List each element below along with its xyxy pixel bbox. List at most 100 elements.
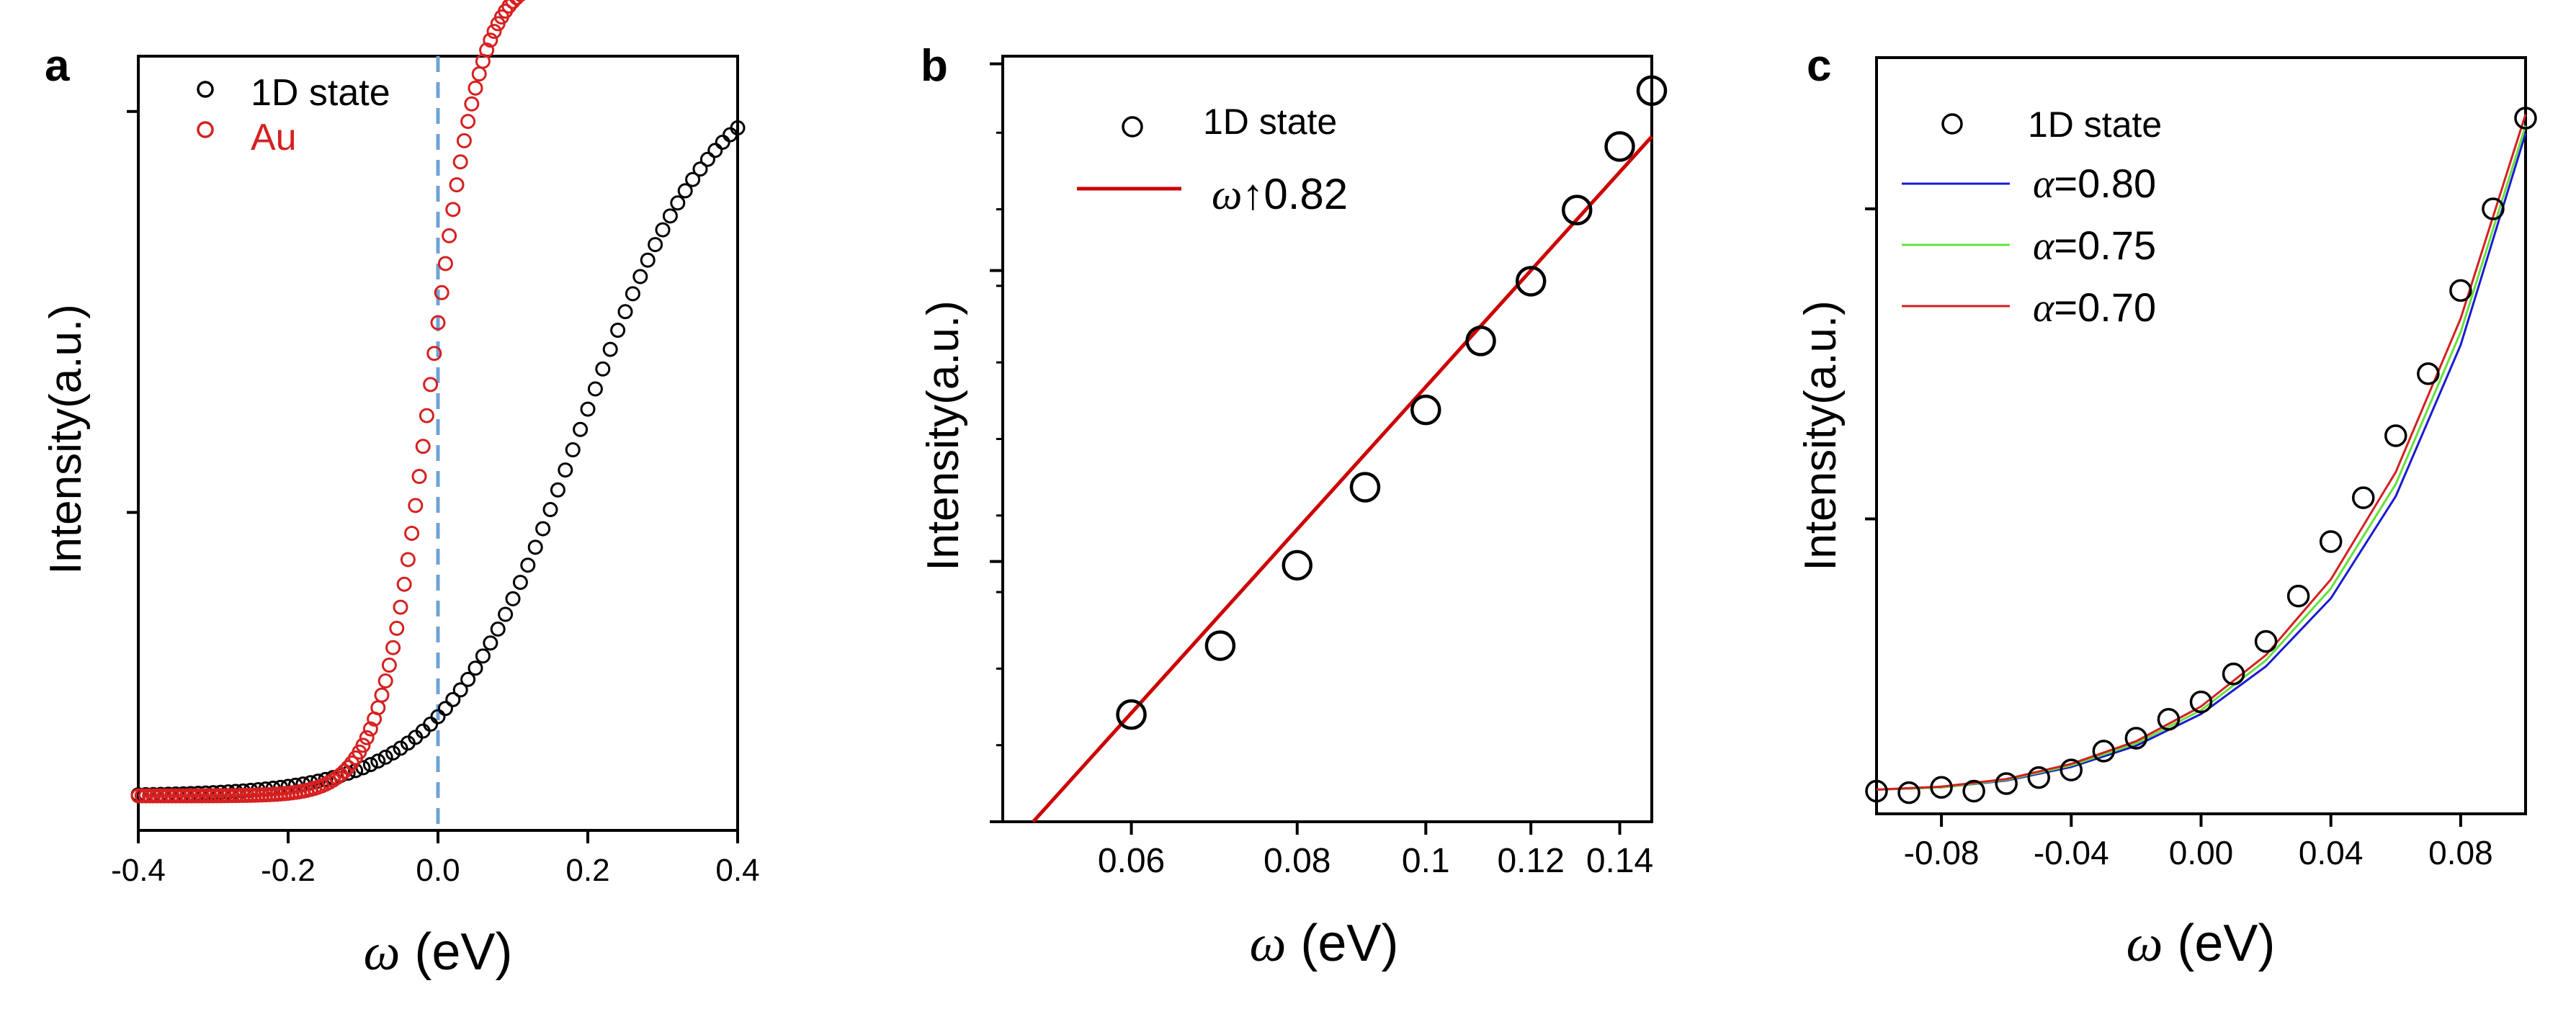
- x-tick-label: 0.2: [565, 853, 609, 888]
- data-point: [434, 284, 450, 300]
- x-tick-label: 0.1: [1402, 842, 1450, 880]
- data-point: [479, 42, 495, 58]
- panel-b-x-axis-label: ω (eV): [1250, 915, 1399, 972]
- data-point: [374, 687, 390, 703]
- data-point: [445, 691, 461, 707]
- data-point: [1995, 772, 2018, 795]
- data-point: [685, 171, 701, 187]
- x-tick-label: 0.0: [416, 853, 460, 888]
- data-point: [362, 757, 378, 773]
- data-point: [486, 24, 502, 40]
- data-point: [377, 673, 393, 689]
- data-point: [1116, 699, 1147, 730]
- data-point: [483, 635, 498, 651]
- legend-b-1d-label: 1D state: [1203, 102, 1337, 142]
- data-point: [1962, 779, 1985, 803]
- data-point: [362, 721, 378, 737]
- data-point: [426, 346, 442, 362]
- data-point: [468, 660, 483, 676]
- panel-a-x-axis-label: ω (eV): [364, 923, 513, 981]
- data-point: [389, 620, 405, 636]
- data-point: [2124, 727, 2148, 750]
- data-point: [625, 286, 640, 302]
- data-point: [423, 377, 439, 393]
- data-point: [1410, 394, 1441, 426]
- legend-b-fit-label: ω↑0.82: [1212, 170, 1348, 218]
- x-tick-label: -0.04: [2034, 834, 2109, 871]
- data-point: [2482, 197, 2505, 220]
- data-point: [452, 154, 468, 170]
- x-tick-label: -0.2: [261, 853, 316, 888]
- panel-a-data: [130, 0, 746, 830]
- data-point: [2514, 107, 2537, 130]
- data-point: [1865, 779, 1888, 803]
- data-point: [340, 760, 356, 776]
- x-tick-label: 0.12: [1497, 842, 1564, 880]
- fit-curve-070: [1876, 114, 2527, 791]
- data-point: [2157, 708, 2181, 731]
- data-point: [437, 701, 453, 717]
- x-tick-label: 0.06: [1098, 842, 1165, 880]
- data-point: [1204, 630, 1236, 661]
- panel-letter-b: b: [921, 41, 948, 91]
- panel-letter-a: a: [45, 41, 70, 91]
- data-point: [2254, 629, 2278, 653]
- data-point: [1897, 781, 1920, 804]
- data-point: [437, 256, 453, 272]
- data-point: [730, 120, 746, 136]
- data-point: [1930, 776, 1953, 799]
- data-point: [442, 228, 457, 243]
- data-point: [393, 740, 408, 756]
- data-point: [449, 177, 465, 193]
- x-tick-label: 0.08: [2428, 834, 2493, 871]
- data-point: [505, 591, 521, 606]
- data-point: [404, 525, 420, 541]
- panel-b-data: [1032, 75, 1668, 823]
- panel-a: a -0.4 -0.2 0.0 0.2 0.4 1D state Au ω (eV) I…: [41, 0, 760, 981]
- x-tick-label: 0.08: [1264, 842, 1331, 880]
- data-point: [2449, 279, 2472, 302]
- data-point: [464, 96, 480, 112]
- x-tick-label: 0.00: [2169, 834, 2234, 871]
- legend-c-alpha075-label: α=0.75: [2033, 223, 2156, 269]
- data-point: [456, 133, 472, 148]
- data-point: [396, 576, 412, 592]
- data-point: [2417, 362, 2440, 385]
- data-point: [699, 151, 715, 167]
- legend-c-alpha070-label: α=0.70: [2033, 284, 2156, 331]
- series-au: [130, 0, 526, 804]
- data-point: [1349, 472, 1381, 503]
- data-point: [460, 671, 476, 687]
- data-point: [460, 114, 476, 130]
- data-point: [2286, 584, 2310, 608]
- data-point: [498, 606, 514, 622]
- data-point: [1636, 75, 1668, 107]
- legend-c-1d-marker: [1941, 113, 1963, 135]
- data-point: [2352, 486, 2375, 509]
- data-point: [632, 269, 648, 284]
- data-point: [336, 763, 352, 779]
- legend-c-alpha080-label: α=0.80: [2033, 161, 2156, 207]
- data-point: [565, 442, 581, 458]
- data-point: [483, 32, 498, 48]
- data-point: [430, 709, 446, 725]
- legend-a-1d-label: 1D state: [251, 72, 390, 114]
- x-tick-label: -0.4: [111, 853, 166, 888]
- data-point: [411, 469, 427, 485]
- data-point: [2222, 663, 2245, 686]
- data-point: [587, 381, 603, 397]
- data-point: [640, 252, 656, 268]
- data-point: [471, 66, 487, 82]
- data-point: [1282, 550, 1312, 581]
- data-point: [355, 737, 371, 753]
- data-point: [385, 640, 401, 655]
- fit-curve-075: [1876, 125, 2527, 791]
- x-tick-label: 0.4: [715, 853, 759, 888]
- data-point: [419, 408, 434, 423]
- panel-letter-c: c: [1807, 41, 1831, 91]
- data-point: [381, 658, 397, 673]
- panel-c-y-axis-label: Intensity(a.u.): [1796, 300, 1846, 571]
- panel-c-axes-frame: [1875, 56, 2527, 815]
- data-point: [475, 648, 491, 664]
- data-point: [558, 462, 573, 478]
